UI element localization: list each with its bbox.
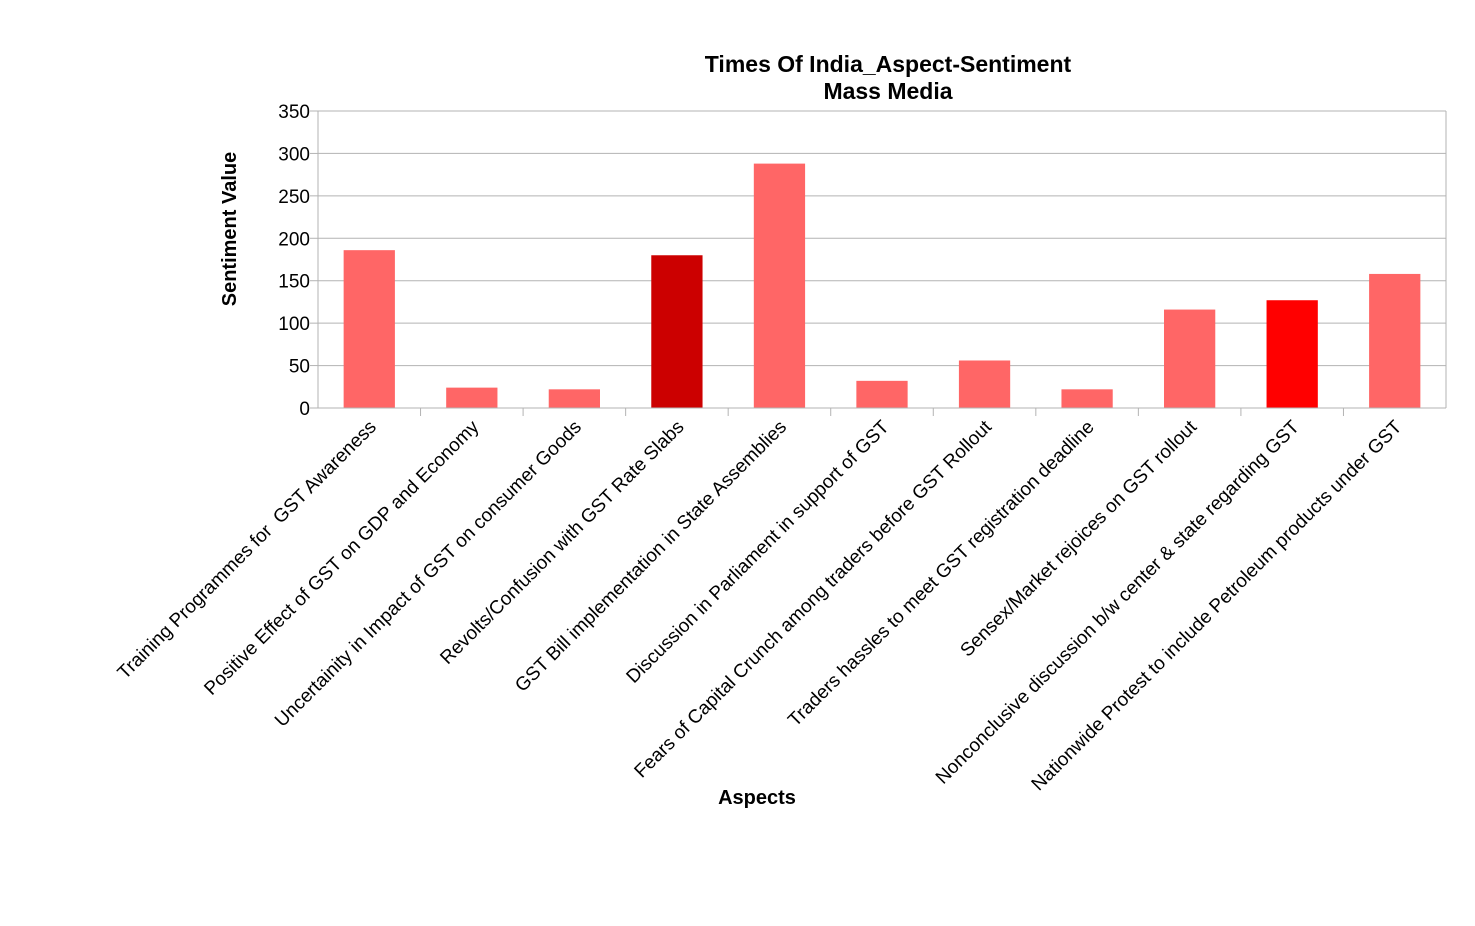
y-tick-label: 150 [278, 272, 310, 293]
bar-8 [1061, 389, 1113, 408]
x-axis-title: Aspects [718, 787, 796, 809]
x-category-label: Nationwide Protest to include Petroleum … [1028, 416, 1407, 795]
y-tick-labels: 0 50 100 150 200 250 300 350 [278, 102, 310, 420]
bar-7 [958, 360, 1011, 408]
gridlines [318, 110, 1446, 367]
bar-9 [1164, 309, 1216, 408]
chart-title-line-2: Mass Media [823, 78, 952, 104]
bar-1 [343, 250, 395, 408]
bar-2 [446, 387, 498, 408]
x-category-label: Fears of Capital Crunch among traders be… [631, 416, 997, 782]
bar-10 [1266, 300, 1318, 408]
bar-5 [753, 163, 806, 408]
bar-11 [1369, 273, 1421, 408]
chart-title-line-1: Times Of India_Aspect-Sentiment [705, 51, 1072, 77]
x-category-label: Nonconclusive discussion b/w center & st… [932, 416, 1304, 788]
bars [343, 163, 1421, 408]
y-tick-label: 250 [278, 187, 310, 208]
y-axis-title: Sentiment Value [219, 152, 241, 307]
y-tick-label: 350 [278, 102, 310, 123]
x-category-label: Sensex/Market rejoices on GST rollout [957, 416, 1202, 661]
bar-6 [856, 380, 908, 408]
y-tick-label: 50 [289, 357, 310, 378]
bar-3 [548, 389, 600, 408]
x-category-labels: Training Programmes for GST AwarenessPos… [114, 416, 1407, 795]
y-tick-label: 100 [278, 314, 310, 335]
axes [310, 110, 1447, 416]
y-tick-label: 200 [278, 229, 310, 250]
y-tick-label: 300 [278, 144, 310, 165]
bar-4 [651, 255, 703, 408]
y-tick-label: 0 [299, 399, 310, 420]
